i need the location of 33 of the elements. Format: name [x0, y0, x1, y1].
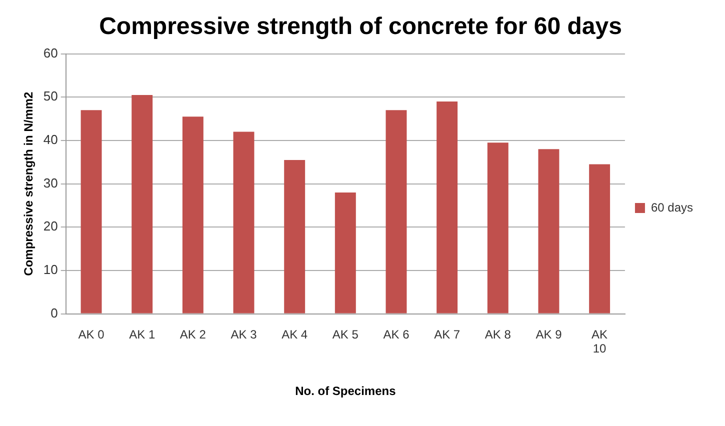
y-axis-title: Compressive strength in N/mm2	[22, 91, 36, 276]
y-tick-label: 40	[43, 132, 58, 148]
bar	[132, 94, 153, 314]
x-tick-label: AK 5	[332, 327, 359, 342]
bar	[436, 101, 458, 314]
bar	[80, 110, 102, 314]
bar	[334, 192, 356, 314]
bar	[182, 116, 204, 314]
bar	[233, 132, 254, 314]
x-tick-label: AK 9	[536, 327, 562, 342]
bar	[487, 142, 508, 314]
x-tick-label: AK 3	[230, 327, 258, 342]
x-tick-label: AK 4	[282, 327, 308, 342]
x-tick-label: AK 8	[484, 327, 512, 342]
x-tick-label: AK 10	[592, 327, 608, 356]
legend-label: 60 days	[650, 200, 693, 214]
x-tick-label: AK 0	[78, 327, 105, 342]
y-tick-label: 30	[43, 175, 58, 190]
y-tick-label: 20	[43, 218, 58, 234]
bar	[538, 149, 560, 314]
chart-title: Compressive strength of concrete for 60 days	[99, 13, 622, 40]
y-tick-label: 0	[50, 305, 58, 320]
x-tick-label: AK 2	[180, 327, 206, 342]
x-axis-title: No. of Specimens	[295, 384, 396, 398]
y-tick-label: 60	[43, 45, 58, 60]
bar	[284, 160, 306, 314]
y-tick-label: 10	[43, 262, 58, 278]
bar	[386, 110, 407, 314]
y-tick-label: 50	[43, 88, 58, 104]
bar	[589, 164, 610, 314]
x-tick-label: AK 1	[129, 327, 156, 342]
x-tick-label: AK 7	[434, 327, 460, 342]
x-tick-label: AK 6	[383, 327, 410, 342]
